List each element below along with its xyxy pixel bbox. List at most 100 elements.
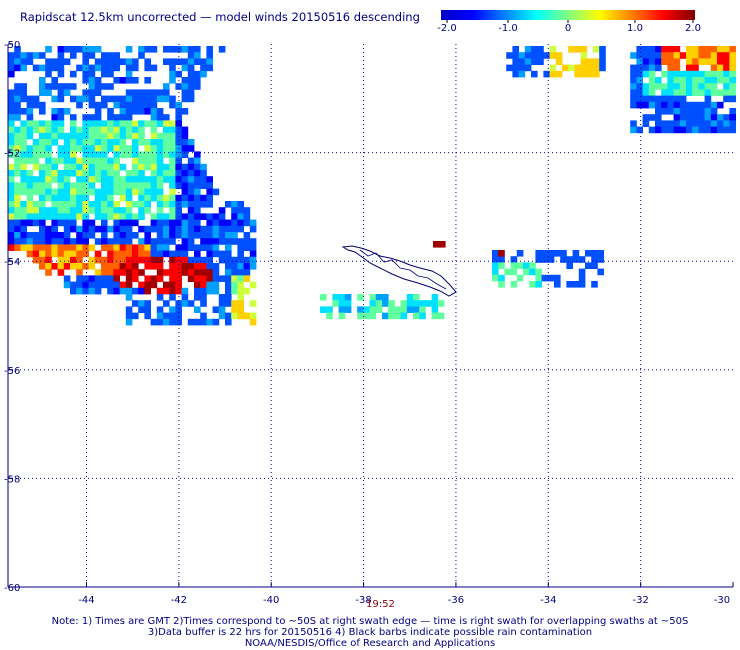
wind-cell [70,52,77,59]
wind-cell [82,139,89,146]
wind-cell [169,250,176,258]
wind-cell [175,182,182,189]
wind-cell [101,157,108,165]
wind-cell [692,46,699,53]
wind-cell [200,256,207,264]
wind-cell [119,145,127,152]
wind-cell [57,213,65,220]
wind-cell [175,120,182,127]
wind-cell [679,108,687,115]
wind-cell [156,114,164,121]
wind-cell [187,275,195,282]
wind-cell [175,312,182,320]
wind-cell [630,95,637,103]
wind-cell [698,114,705,121]
wind-cell [82,188,89,196]
wind-cell [70,194,77,202]
wind-cell [169,101,176,109]
wind-cell [101,139,108,146]
wind-cell [57,176,65,183]
wind-cell [710,101,718,109]
wind-cell [39,194,46,202]
wind-cell [94,157,102,165]
wind-cell [63,213,71,220]
wind-cell [729,114,736,121]
wind-cell [14,194,21,202]
wind-cell [119,108,127,115]
wind-cell [113,250,120,258]
wind-cell [70,244,77,251]
wind-cell [181,176,189,183]
wind-cell [82,275,89,282]
wind-cell [181,89,189,96]
wind-cell [88,132,96,140]
wind-cell [369,306,377,313]
wind-cell [537,52,544,59]
wind-cell [194,318,201,326]
wind-cell [498,262,505,269]
wind-cell [70,238,77,245]
wind-cell [194,287,201,295]
wind-cell [45,89,52,96]
wind-cell [39,139,46,146]
colorbar-label: 0 [565,23,571,34]
wind-cell [636,95,643,103]
wind-cell [710,58,718,65]
wind-cell [125,225,133,233]
wind-cell [82,70,89,78]
wind-cell [63,46,71,53]
wind-cell [88,176,96,183]
wind-cell [144,256,151,264]
wind-cell [51,232,58,239]
wind-cell [729,108,736,115]
wind-cell [169,145,176,152]
wind-cell [63,256,71,264]
wind-cell [673,58,681,65]
wind-cell [537,46,544,53]
wind-cell [698,46,705,53]
wind-cell [439,241,446,248]
wind-cell [698,101,705,109]
wind-cell [119,256,127,264]
wind-cell [88,77,96,84]
wind-cell [125,77,133,84]
wind-cell [51,176,58,183]
wind-cell [138,163,145,171]
wind-cell [8,232,15,239]
wind-cell [200,281,207,289]
wind-cell [704,83,712,90]
wind-cell [529,268,536,276]
wind-cell [673,70,681,78]
wind-cell [200,70,207,78]
wind-cell [32,232,40,239]
wind-cell [39,176,46,183]
wind-cell [243,287,251,295]
wind-cell [76,139,83,146]
wind-cell [200,275,207,282]
wind-cell [138,225,145,233]
wind-cell [82,114,89,121]
wind-cell [45,269,52,276]
wind-cell [212,232,220,239]
wind-cell [642,120,650,127]
wind-cell [723,46,730,53]
wind-cell [679,120,687,127]
wind-cell [531,52,538,59]
wind-cell [94,275,102,282]
wind-cell [32,126,40,134]
wind-cell [704,89,712,96]
wind-cell [717,70,724,78]
wind-cell [39,108,46,115]
wind-cell [156,170,164,177]
wind-cell [57,157,65,165]
wind-cell [181,294,189,301]
lon-label: -36 [448,595,464,606]
wind-cell [70,281,77,289]
wind-cell [679,70,687,78]
wind-cell [549,46,557,53]
wind-cell [187,232,195,239]
wind-cell [231,287,238,295]
wind-cell [338,300,346,307]
wind-cell [39,83,46,90]
wind-cell [94,151,102,158]
